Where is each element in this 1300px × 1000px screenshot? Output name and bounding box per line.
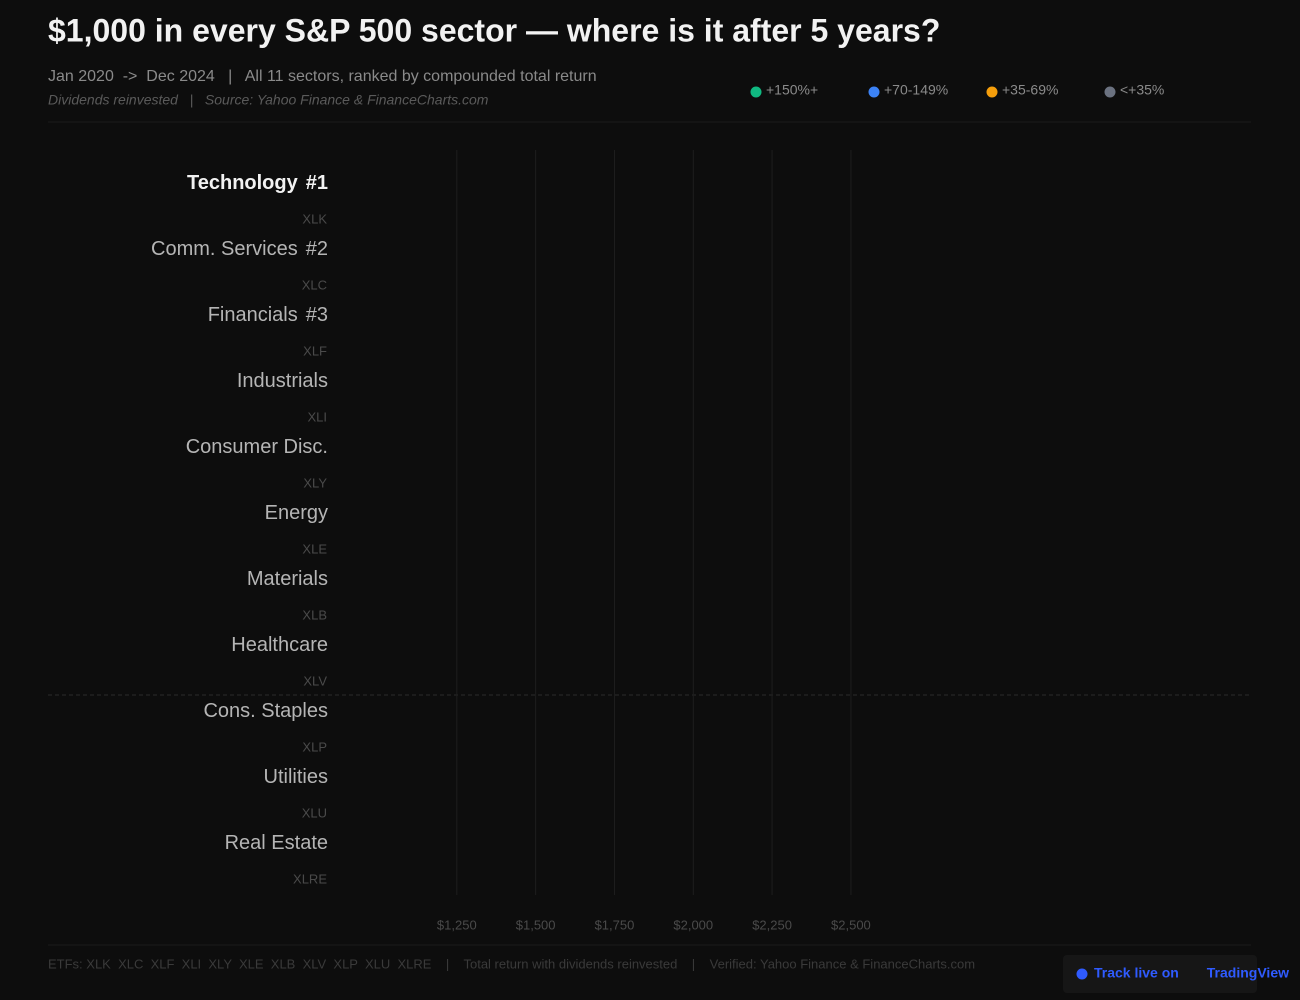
ticker-label: XLY (303, 475, 327, 490)
category-label: Consumer Disc. (186, 436, 328, 458)
ticker-label: XLF (303, 343, 327, 358)
x-tick-label: $1,500 (516, 917, 556, 932)
rank-label: #1 (306, 172, 328, 194)
category-name: Healthcare (231, 634, 328, 656)
ticker-label: XLE (302, 541, 327, 556)
legend-label: +150%+ (766, 82, 818, 98)
x-tick-label: $2,000 (673, 917, 713, 932)
category-label: Real Estate (225, 832, 328, 854)
legend-swatch (986, 86, 998, 98)
ticker-label: XLB (302, 607, 327, 622)
ticker-label: XLV (303, 673, 327, 688)
category-label: Comm. Services #2 (151, 238, 328, 260)
button[interactable]: Track live on TradingView (1063, 955, 1289, 993)
category-label: Cons. Staples (203, 700, 328, 722)
x-tick-label: $1,750 (595, 917, 635, 932)
note: Dividends reinvested | Source: Yahoo Fin… (48, 92, 489, 108)
chart-title: $1,000 in every S&P 500 sector — where i… (48, 12, 940, 48)
category-name: Cons. Staples (203, 700, 328, 722)
ticker-label: XLC (302, 277, 327, 292)
x-tick-label: $2,500 (831, 917, 871, 932)
category-name: Materials (247, 568, 328, 590)
ticker-label: XLU (302, 805, 327, 820)
ticker-label: XLP (302, 739, 327, 754)
category-label: Technology #1 (187, 172, 328, 194)
category-label: Energy (265, 502, 328, 524)
rank-label: #3 (306, 304, 328, 326)
footer: ETFs: XLK XLC XLF XLI XLY XLE XLB XLV XL… (48, 956, 975, 971)
category-name: Real Estate (225, 832, 328, 854)
x-tick-label: $1,250 (437, 917, 477, 932)
legend-label: <+35% (1120, 82, 1164, 98)
category-label: Financials #3 (208, 304, 328, 326)
category-name: Financials (208, 304, 298, 326)
subtitle: Jan 2020 -> Dec 2024 | All 11 sectors, r… (48, 68, 597, 85)
legend-label: +70-149% (884, 82, 948, 98)
button-brand[interactable]: TradingView (1207, 965, 1289, 981)
category-name: Industrials (237, 370, 328, 392)
category-name: Energy (265, 502, 328, 524)
category-label: Industrials (237, 370, 328, 392)
category-name: Comm. Services (151, 238, 298, 260)
category-name: Technology (187, 172, 299, 194)
category-name: Utilities (264, 766, 328, 788)
x-tick-label: $2,250 (752, 917, 792, 932)
button-text[interactable]: Track live on (1094, 965, 1179, 981)
ticker-label: XLRE (293, 871, 327, 886)
rank-label: #2 (306, 238, 328, 260)
legend-swatch (868, 86, 880, 98)
category-name: Consumer Disc. (186, 436, 328, 458)
button-bg[interactable] (1063, 955, 1257, 993)
ticker-label: XLK (302, 211, 327, 226)
legend-swatch (750, 86, 762, 98)
category-label: Healthcare (231, 634, 328, 656)
legend-label: +35-69% (1002, 82, 1058, 98)
button-dot (1076, 968, 1088, 980)
legend-swatch (1104, 86, 1116, 98)
category-label: Utilities (264, 766, 328, 788)
ticker-label: XLI (307, 409, 327, 424)
category-label: Materials (247, 568, 328, 590)
